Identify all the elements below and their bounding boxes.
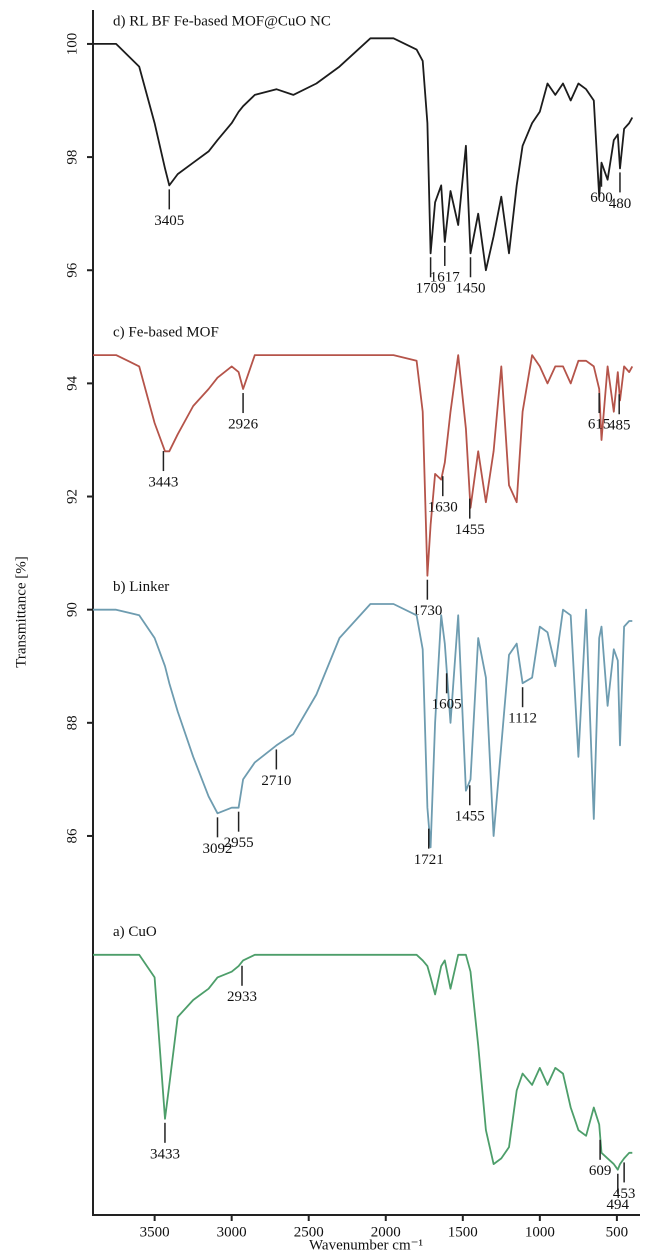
spectrum-line <box>93 953 633 1171</box>
x-tick-label: 1500 <box>448 1224 478 1240</box>
peak-label: 1730 <box>412 603 442 619</box>
x-tick-label: 2000 <box>371 1224 401 1240</box>
x-tick-label: 3000 <box>217 1224 247 1240</box>
peak-label: 2955 <box>224 835 254 851</box>
spectrum-line <box>93 37 634 272</box>
x-tick-label: 500 <box>606 1224 629 1240</box>
y-tick-label: 96 <box>64 262 80 278</box>
y-tick-label: 90 <box>64 602 80 617</box>
peak-label: 3092 <box>203 841 233 857</box>
peak-label: 1630 <box>428 500 458 516</box>
spectrum-line <box>93 603 633 849</box>
x-axis-label: Wavenumber cm⁻¹ <box>309 1237 423 1253</box>
peak-label: 485 <box>608 418 631 434</box>
y-tick-label: 92 <box>64 489 80 504</box>
peak-label: 1709 <box>416 281 446 297</box>
peak-label: 1455 <box>455 522 485 538</box>
peak-label: 3443 <box>148 474 178 490</box>
peak-label: 1455 <box>455 809 485 825</box>
peak-label: 609 <box>589 1163 612 1179</box>
series-label: d) RL BF Fe-based MOF@CuO NC <box>113 13 331 29</box>
peak-label: 1617 <box>430 269 461 285</box>
peak-label: 480 <box>609 196 632 212</box>
y-tick-label: 88 <box>64 715 80 730</box>
peak-label: 2710 <box>261 773 291 789</box>
peak-label: 2926 <box>228 416 259 432</box>
series-label: c) Fe-based MOF <box>113 325 219 341</box>
y-tick-label: 86 <box>64 828 80 844</box>
peak-label: 3405 <box>154 213 184 229</box>
peak-label: 1450 <box>456 281 486 297</box>
y-tick-label: 100 <box>64 33 80 56</box>
peak-label: 1605 <box>432 697 462 713</box>
peak-label: 453 <box>613 1186 636 1202</box>
x-tick-label: 3500 <box>140 1224 170 1240</box>
x-tick-label: 1000 <box>525 1224 555 1240</box>
y-tick-label: 94 <box>64 375 80 391</box>
peak-label: 600 <box>590 190 613 206</box>
peak-label: 2933 <box>227 989 257 1005</box>
peak-label: 1721 <box>414 852 444 868</box>
x-tick-label: 2500 <box>294 1224 324 1240</box>
peak-label: 494 <box>607 1197 630 1213</box>
y-tick-label: 98 <box>64 150 80 165</box>
peak-label: 615 <box>588 416 611 432</box>
peak-label: 1112 <box>508 711 537 727</box>
y-axis-label: Transmittance [%] <box>13 556 29 668</box>
series-label: a) CuO <box>113 924 157 940</box>
spectrum-line <box>93 354 634 577</box>
series-label: b) Linker <box>113 579 169 595</box>
peak-label: 3433 <box>150 1146 180 1162</box>
